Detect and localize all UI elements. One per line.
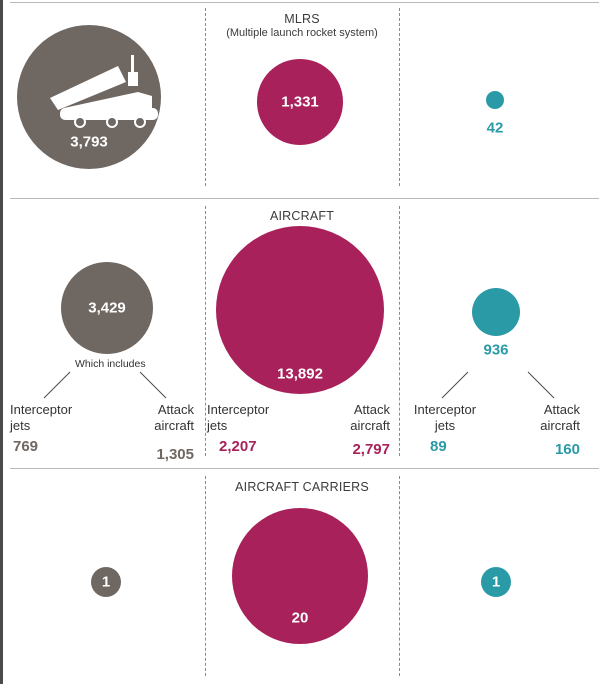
aircraft-other-attack-value: 160 <box>554 441 580 458</box>
mlrs-subtitle: (Multiple launch rocket system) <box>226 27 378 39</box>
connector-russia-interceptor <box>43 371 71 399</box>
aircraft-other-attack-label: Attack aircraft <box>540 402 580 433</box>
aircraft-russia-attack-value: 1,305 <box>156 446 194 463</box>
aircraft-title: AIRCRAFT <box>269 209 335 223</box>
carriers-value-other: 1 <box>491 573 501 591</box>
aircraft-usa-interceptor-value: 2,207 <box>219 438 257 455</box>
aircraft-bubble-russia <box>61 262 153 354</box>
aircraft-other-interceptor-value: 89 <box>430 438 447 455</box>
separator-mlrs-left <box>205 8 206 186</box>
rocket-launcher-truck-icon <box>50 55 158 128</box>
carriers-bubble-usa <box>232 508 368 644</box>
aircraft-value-russia: 3,429 <box>88 299 126 317</box>
separator-mlrs-right <box>399 8 400 186</box>
carriers-bubble-other <box>480 566 512 598</box>
aircraft-russia-note: Which includes <box>75 358 146 370</box>
aircraft-value-usa: 13,892 <box>277 365 323 383</box>
mlrs-bubble-other <box>486 91 504 109</box>
aircraft-usa-attack-label: Attack aircraft <box>350 402 390 433</box>
separator-carriers-left <box>205 476 206 676</box>
carriers-title: AIRCRAFT CARRIERS <box>235 480 369 494</box>
aircraft-russia-attack-label: Attack aircraft <box>154 402 194 433</box>
aircraft-bubble-usa <box>216 226 384 394</box>
aircraft-russia-interceptor-value: 769 <box>13 438 39 455</box>
aircraft-value-other: 936 <box>483 341 509 359</box>
mlrs-value-russia: 3,793 <box>70 133 108 151</box>
band-rule-carriers <box>10 468 599 469</box>
mlrs-title: MLRS <box>284 12 320 26</box>
separator-aircraft-right <box>399 206 400 456</box>
aircraft-other-interceptor-label: Interceptor jets <box>413 402 477 433</box>
aircraft-bubble-other <box>472 288 520 336</box>
carriers-value-usa: 20 <box>291 609 309 627</box>
mlrs-bubble-usa <box>257 59 343 145</box>
aircraft-usa-interceptor-label: Interceptor jets <box>207 402 270 433</box>
connector-russia-attack <box>139 371 167 399</box>
connector-other-attack <box>527 371 555 399</box>
mlrs-value-other: 42 <box>486 119 504 137</box>
connector-lines <box>43 371 555 399</box>
aircraft-russia-interceptor-label: Interceptor jets <box>10 402 73 433</box>
carriers-value-russia: 1 <box>101 573 111 591</box>
band-rule-top <box>10 2 599 3</box>
carriers-bubble-russia <box>90 566 122 598</box>
separator-carriers-right <box>399 476 400 676</box>
connector-other-interceptor <box>441 371 469 399</box>
aircraft-usa-attack-value: 2,797 <box>352 441 390 458</box>
separator-aircraft-left <box>205 206 206 456</box>
left-edge-bar <box>0 0 3 684</box>
band-rule-aircraft <box>10 198 599 199</box>
mlrs-value-usa: 1,331 <box>281 93 319 111</box>
